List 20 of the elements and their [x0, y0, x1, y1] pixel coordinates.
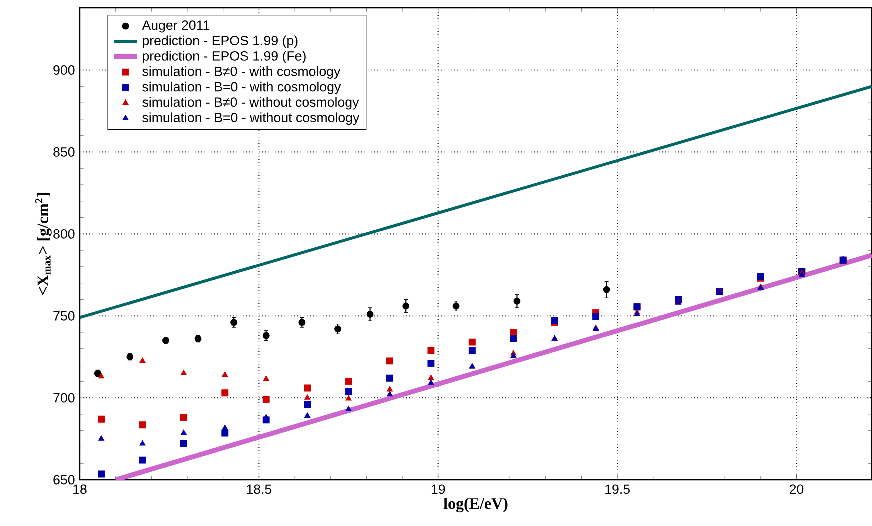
legend-label: Auger 2011	[142, 20, 210, 33]
legend-label: prediction - EPOS 1.99 (Fe)	[143, 51, 306, 64]
legend-label: simulation - B=0 - without cosmology	[142, 112, 360, 126]
x-tick-label: 18	[74, 484, 87, 494]
x-tick-label: 18.5	[247, 484, 272, 494]
y-tick-label: 900	[54, 66, 75, 75]
x-tick-label: 19.5	[606, 484, 630, 494]
y-tick-label: 650	[54, 475, 75, 485]
y-tick-label: 750	[54, 311, 75, 321]
legend-label: prediction - EPOS 1.99 (p)	[143, 36, 298, 48]
legend-label: simulation - B≠0 - without cosmology	[142, 97, 360, 110]
x-tick-label: 19	[432, 484, 446, 494]
y-tick-label: 700	[54, 393, 75, 403]
y-axis-title: <X$_{max}$> [g/cm$^{2}$]	[35, 193, 52, 295]
y-tick-label: 800	[54, 229, 75, 239]
x-axis-title: log(E/eV)	[444, 498, 508, 513]
y-tick-label: 850	[54, 148, 75, 157]
legend-label: simulation - B≠0 - with cosmology	[142, 66, 341, 79]
legend-label: simulation - B=0 - with cosmology	[142, 82, 342, 94]
x-tick-label: 20	[790, 484, 804, 494]
